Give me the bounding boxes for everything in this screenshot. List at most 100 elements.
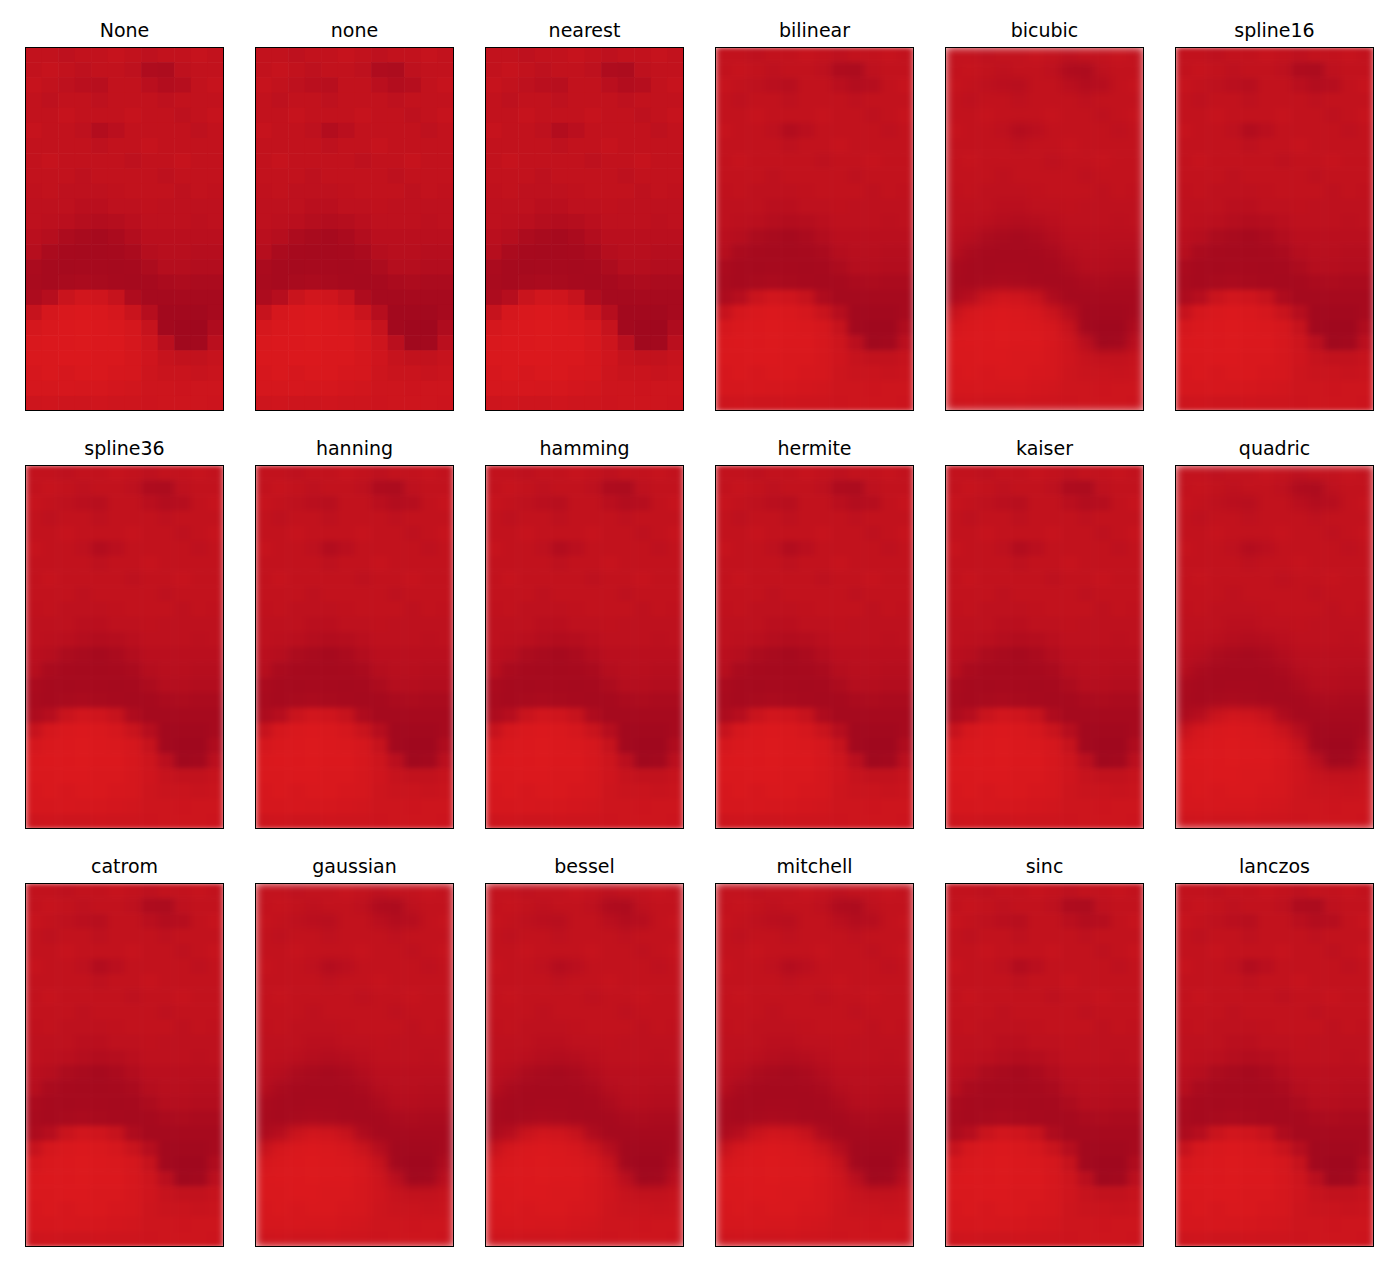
cell <box>1045 229 1062 245</box>
cell <box>732 123 749 139</box>
cell <box>945 138 962 154</box>
cell <box>125 480 142 496</box>
cell <box>748 350 765 366</box>
cell <box>305 138 322 154</box>
cell <box>1094 123 1111 139</box>
cell <box>535 199 552 215</box>
cell <box>141 571 158 587</box>
cell <box>568 290 585 306</box>
cell <box>535 396 552 411</box>
cell <box>978 259 995 275</box>
cell <box>1275 47 1292 63</box>
cell <box>831 305 848 321</box>
cell <box>1045 214 1062 230</box>
cell <box>765 244 782 260</box>
cell <box>1291 229 1308 245</box>
cell <box>1208 381 1225 397</box>
cell <box>272 381 289 397</box>
cell <box>404 62 421 78</box>
cell <box>42 229 59 245</box>
cell <box>125 229 142 245</box>
cell <box>1078 123 1095 139</box>
cell <box>1127 366 1144 382</box>
cell <box>141 184 158 200</box>
cell <box>42 199 59 215</box>
cell <box>338 62 355 78</box>
cell <box>207 632 224 648</box>
cell <box>338 259 355 275</box>
cell <box>978 123 995 139</box>
cell <box>535 350 552 366</box>
cell <box>321 184 338 200</box>
cell <box>1208 93 1225 109</box>
cell <box>437 199 454 215</box>
cell <box>815 381 832 397</box>
cell <box>1275 123 1292 139</box>
cell <box>272 62 289 78</box>
cell <box>174 93 191 109</box>
cell <box>108 647 125 663</box>
cell <box>1225 335 1242 351</box>
cell <box>158 465 175 481</box>
cell <box>1192 259 1209 275</box>
cell <box>715 229 732 245</box>
cell <box>831 275 848 291</box>
cell <box>437 396 454 411</box>
cell <box>502 47 519 63</box>
cell <box>1175 47 1192 63</box>
cell <box>864 77 881 93</box>
cell <box>125 556 142 572</box>
cell <box>321 275 338 291</box>
cell <box>1011 350 1028 366</box>
cell <box>798 214 815 230</box>
cell <box>108 465 125 481</box>
cell <box>58 586 75 602</box>
cell <box>781 47 798 63</box>
cell <box>174 396 191 411</box>
cell <box>748 290 765 306</box>
cell <box>207 738 224 754</box>
cell <box>321 123 338 139</box>
cell <box>321 244 338 260</box>
cell <box>207 305 224 321</box>
cell <box>421 381 438 397</box>
cell <box>207 647 224 663</box>
cell <box>272 305 289 321</box>
cell <box>255 305 272 321</box>
cell <box>815 47 832 63</box>
cell <box>158 647 175 663</box>
cell <box>535 47 552 63</box>
cell <box>798 199 815 215</box>
cell <box>995 214 1012 230</box>
cell <box>191 93 208 109</box>
cell <box>732 335 749 351</box>
cell <box>995 168 1012 184</box>
cell <box>42 723 59 739</box>
cell <box>1061 108 1078 124</box>
cell <box>1127 305 1144 321</box>
cell <box>881 168 898 184</box>
cell <box>42 305 59 321</box>
cell <box>518 229 535 245</box>
cell <box>485 153 502 169</box>
cell <box>667 184 684 200</box>
cell <box>125 305 142 321</box>
cell <box>1028 290 1045 306</box>
cell <box>404 199 421 215</box>
cell <box>1357 320 1374 336</box>
cell <box>75 753 92 769</box>
cell <box>108 381 125 397</box>
cell <box>338 153 355 169</box>
cell <box>404 229 421 245</box>
cell <box>58 153 75 169</box>
cell <box>1225 381 1242 397</box>
cell <box>1192 396 1209 411</box>
cell <box>1192 153 1209 169</box>
cell <box>191 693 208 709</box>
cell <box>25 62 42 78</box>
cell <box>338 93 355 109</box>
cell <box>1061 62 1078 78</box>
cell <box>831 138 848 154</box>
cell <box>42 708 59 724</box>
cell <box>1094 396 1111 411</box>
